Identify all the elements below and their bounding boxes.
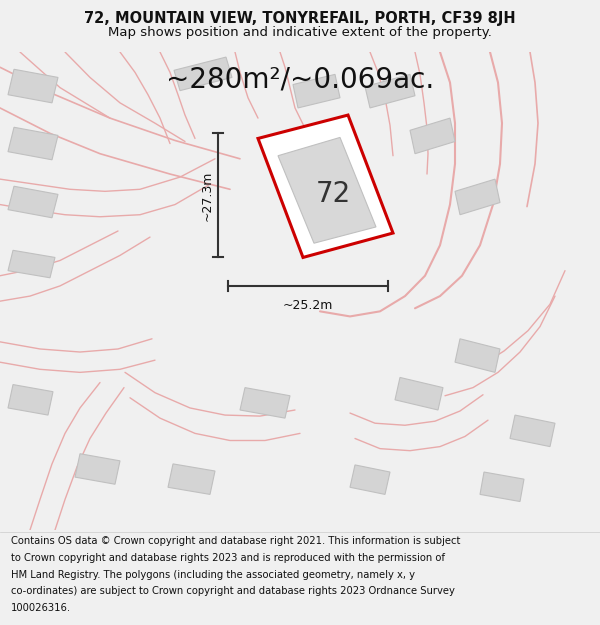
Polygon shape bbox=[365, 74, 415, 108]
Polygon shape bbox=[278, 138, 376, 243]
Polygon shape bbox=[410, 118, 455, 154]
Text: ~25.2m: ~25.2m bbox=[283, 299, 333, 312]
Text: ~27.3m: ~27.3m bbox=[200, 170, 214, 221]
Polygon shape bbox=[258, 115, 393, 258]
Text: HM Land Registry. The polygons (including the associated geometry, namely x, y: HM Land Registry. The polygons (includin… bbox=[11, 569, 415, 579]
Polygon shape bbox=[75, 454, 120, 484]
Polygon shape bbox=[455, 179, 500, 215]
Polygon shape bbox=[168, 464, 215, 494]
Polygon shape bbox=[455, 339, 500, 372]
Polygon shape bbox=[8, 384, 53, 415]
Polygon shape bbox=[8, 186, 58, 218]
Polygon shape bbox=[510, 415, 555, 447]
Text: Map shows position and indicative extent of the property.: Map shows position and indicative extent… bbox=[108, 26, 492, 39]
Polygon shape bbox=[8, 69, 58, 103]
Polygon shape bbox=[240, 388, 290, 418]
Text: to Crown copyright and database rights 2023 and is reproduced with the permissio: to Crown copyright and database rights 2… bbox=[11, 552, 445, 562]
Polygon shape bbox=[480, 472, 524, 501]
Polygon shape bbox=[350, 465, 390, 494]
Polygon shape bbox=[8, 251, 55, 278]
Polygon shape bbox=[8, 127, 58, 160]
Text: 72, MOUNTAIN VIEW, TONYREFAIL, PORTH, CF39 8JH: 72, MOUNTAIN VIEW, TONYREFAIL, PORTH, CF… bbox=[84, 11, 516, 26]
Text: co-ordinates) are subject to Crown copyright and database rights 2023 Ordnance S: co-ordinates) are subject to Crown copyr… bbox=[11, 586, 455, 596]
Polygon shape bbox=[293, 74, 340, 108]
Polygon shape bbox=[174, 57, 232, 91]
Text: 100026316.: 100026316. bbox=[11, 603, 71, 613]
Text: Contains OS data © Crown copyright and database right 2021. This information is : Contains OS data © Crown copyright and d… bbox=[11, 536, 460, 546]
Text: ~280m²/~0.069ac.: ~280m²/~0.069ac. bbox=[166, 66, 434, 94]
Polygon shape bbox=[395, 378, 443, 410]
Text: 72: 72 bbox=[316, 180, 351, 208]
